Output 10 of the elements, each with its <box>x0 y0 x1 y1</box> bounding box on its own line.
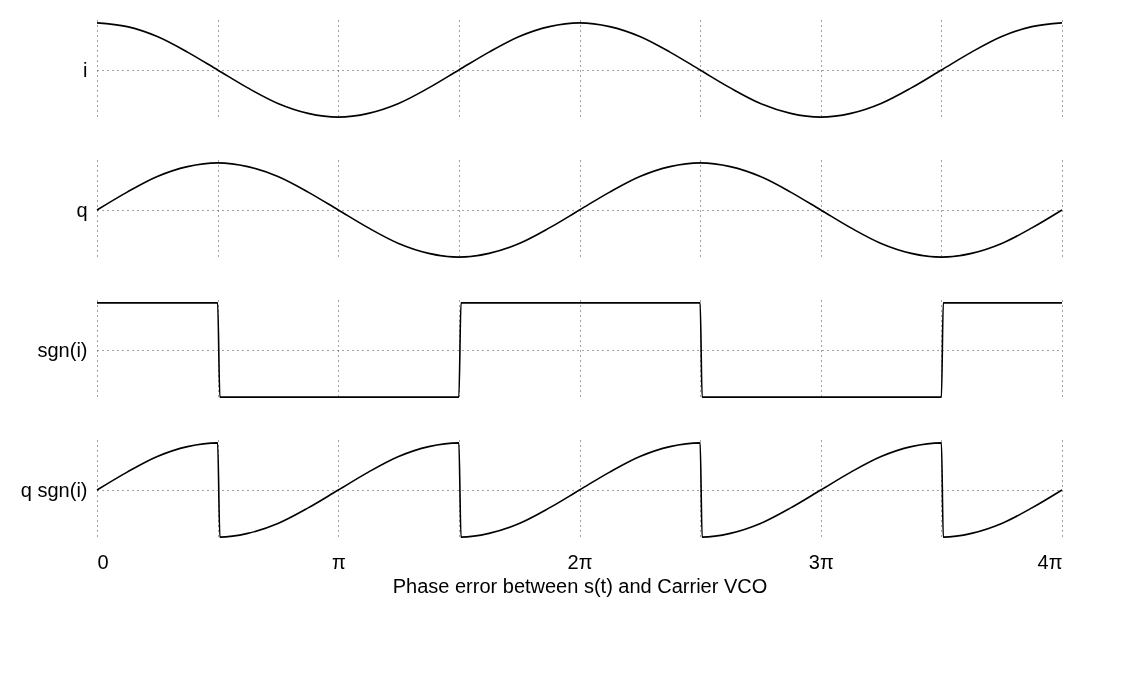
y-axis-title: i <box>83 58 88 81</box>
x-tick-label: 3π <box>808 550 834 573</box>
y-axis-title: sgn(i) <box>37 338 88 361</box>
x-tick-label: 0 <box>97 550 109 573</box>
x-tick-label: 2π <box>567 550 593 573</box>
x-tick-label: π <box>331 550 346 573</box>
x-axis-title: Phase error between s(t) and Carrier VCO <box>392 574 768 597</box>
y-axis-title: q sgn(i) <box>20 478 88 501</box>
x-tick-label: 4π <box>1037 550 1063 573</box>
y-axis-title: q <box>76 198 88 221</box>
